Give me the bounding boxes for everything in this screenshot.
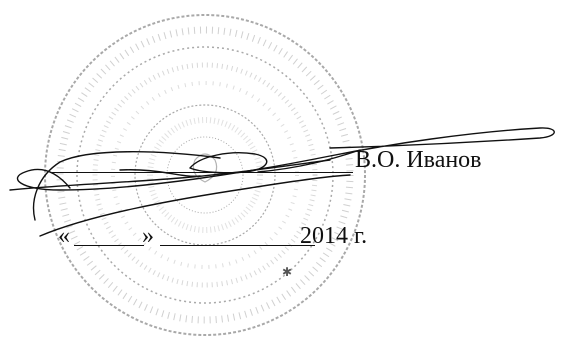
date-close-quote: » xyxy=(142,223,154,249)
date-line: « » 2014 г. xyxy=(58,222,367,250)
stamp-inner-ring xyxy=(76,46,334,304)
stamp-center-ring xyxy=(166,136,244,214)
date-year: 2014 г. xyxy=(300,223,368,249)
signatory-name: В.О. Иванов xyxy=(355,147,482,173)
date-month-underline xyxy=(160,245,315,246)
date-open-quote: « xyxy=(58,223,70,249)
stamp-star: ✱ xyxy=(282,265,292,279)
signature-underline xyxy=(50,172,353,173)
date-day-underline xyxy=(74,245,144,246)
